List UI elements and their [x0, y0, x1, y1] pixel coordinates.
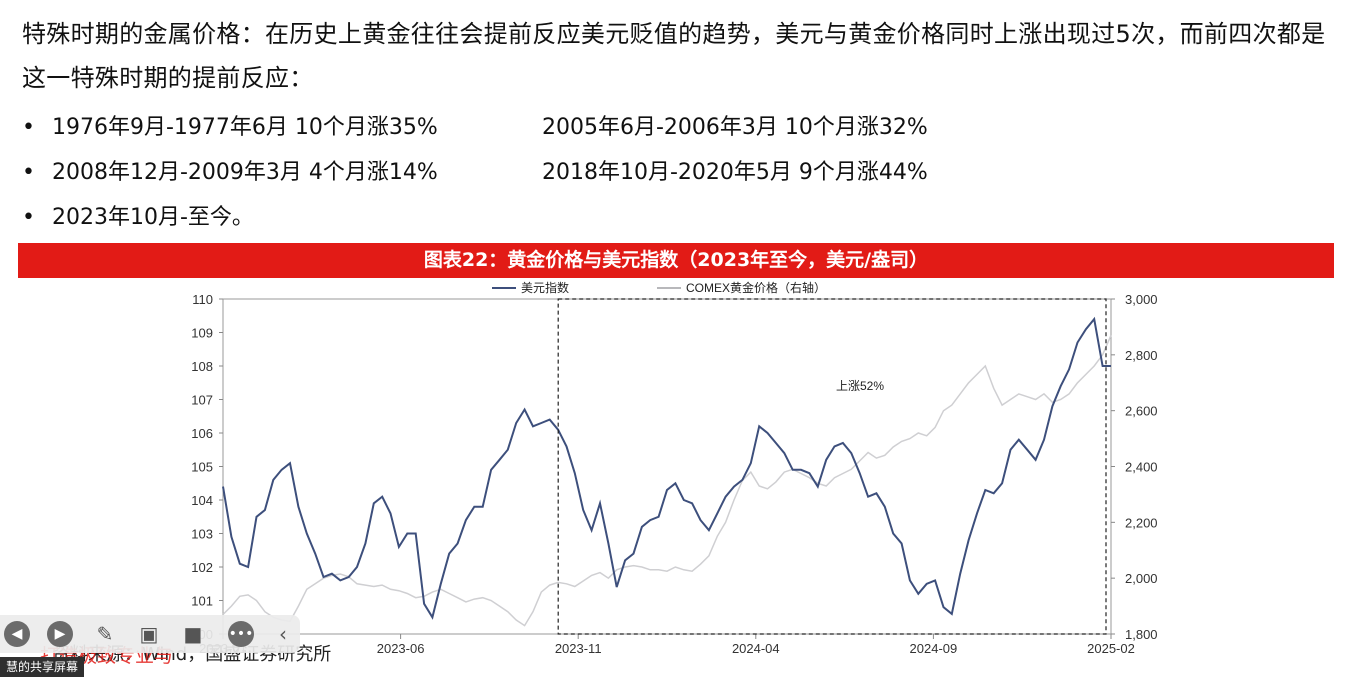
camera-icon[interactable]: ■	[183, 622, 203, 646]
bullet-period-1976: 1976年9月-1977年6月 10个月涨35%	[52, 115, 438, 140]
capture-icon[interactable]: ▣	[139, 622, 159, 646]
more-icon[interactable]: •••	[228, 621, 254, 647]
legend-gold-label: COMEX黄金价格（右轴）	[686, 280, 826, 295]
bullet-marker: •	[22, 115, 35, 140]
left-axis-tick-label: 104	[191, 493, 213, 508]
bullet-row-1: • 1976年9月-1977年6月 10个月涨35% 2005年6月-2006年…	[22, 108, 1332, 148]
pen-icon[interactable]: ✎	[96, 622, 114, 646]
presentation-toolbar: ◀ ▶ ✎ ▣ ■ ••• ‹	[0, 615, 300, 653]
left-axis-tick-label: 102	[191, 560, 213, 575]
bullet-marker: •	[22, 205, 35, 230]
right-axis-tick-label: 2,800	[1125, 348, 1158, 363]
screen-share-tag: 慧的共享屏幕	[0, 657, 85, 677]
usd-index-line	[222, 316, 1111, 620]
right-axis-tick-label: 2,600	[1125, 404, 1158, 419]
bullet-row-2: • 2008年12月-2009年3月 4个月涨14% 2018年10月-2020…	[22, 153, 1332, 193]
left-axis-tick-label: 110	[192, 292, 213, 307]
left-axis-tick-label: 107	[191, 393, 213, 408]
left-axis-tick-label: 101	[191, 594, 213, 609]
headline-text: 特殊时期的金属价格：在历史上黄金往往会提前反应美元贬值的趋势，美元与黄金价格同时…	[22, 20, 1326, 92]
left-axis-tick-label: 106	[191, 426, 213, 441]
right-axis-tick-label: 2,400	[1125, 460, 1158, 475]
left-axis-tick-label: 105	[191, 460, 213, 475]
collapse-icon[interactable]: ‹	[279, 622, 287, 646]
left-axis-tick-label: 103	[191, 527, 213, 542]
back-icon[interactable]: ◀	[4, 621, 30, 647]
gold-usd-line-chart: 1001011021031041051061071081091101,8002,…	[191, 280, 1158, 656]
highlight-period-box	[557, 298, 1107, 635]
x-axis-tick-label: 2024-09	[910, 641, 958, 656]
rise-annotation: 上涨52%	[836, 378, 884, 393]
x-axis-tick-label: 2024-04	[732, 641, 780, 656]
x-axis-tick-label: 2023-06	[377, 641, 425, 656]
bullet-period-2005: 2005年6月-2006年3月 10个月涨32%	[542, 115, 928, 140]
bullet-period-2008: 2008年12月-2009年3月 4个月涨14%	[52, 160, 438, 185]
play-icon[interactable]: ▶	[47, 621, 73, 647]
bullet-period-2023: 2023年10月-至今。	[52, 205, 254, 230]
right-axis-tick-label: 1,800	[1125, 627, 1158, 642]
legend-usd-label: 美元指数	[521, 280, 569, 295]
left-axis-tick-label: 108	[191, 359, 213, 374]
x-axis-tick-label: 2023-11	[555, 641, 602, 656]
chart-banner-title: 图表22：黄金价格与美元指数（2023年至今，美元/盎司）	[18, 243, 1334, 278]
bullet-period-2018: 2018年10月-2020年5月 9个月涨44%	[542, 160, 928, 185]
right-axis-tick-label: 3,000	[1125, 292, 1158, 307]
right-axis-tick-label: 2,200	[1125, 515, 1158, 530]
x-axis-tick-label: 2025-02	[1087, 641, 1135, 656]
left-axis-tick-label: 109	[191, 326, 213, 341]
bullet-row-3: • 2023年10月-至今。	[22, 198, 1332, 238]
right-axis-tick-label: 2,000	[1125, 571, 1158, 586]
comex-gold-line	[222, 335, 1112, 627]
bullet-marker: •	[22, 160, 35, 185]
